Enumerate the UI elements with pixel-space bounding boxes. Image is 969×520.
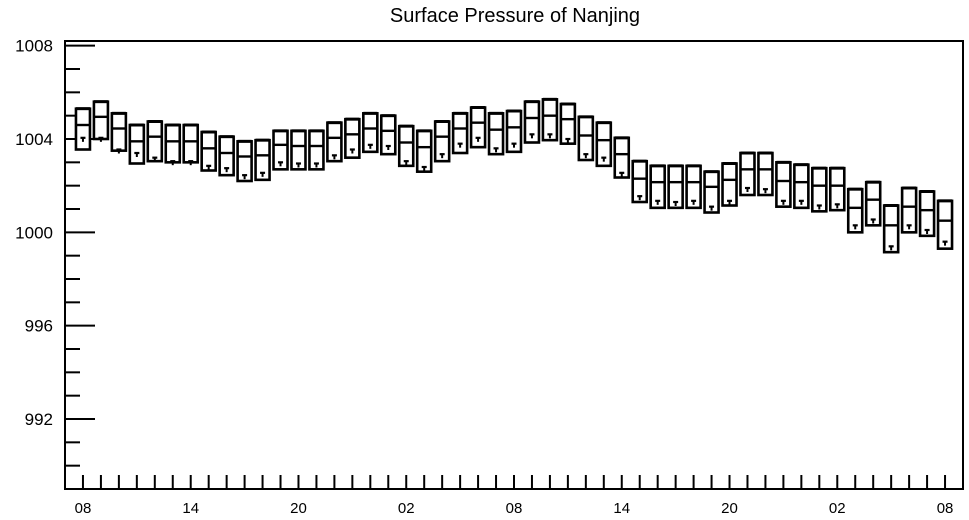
x-tick-label: 08 [506,500,523,517]
box-mark [775,160,792,208]
box-mark [128,123,146,165]
box-mark [379,114,397,156]
box-mark [344,117,361,159]
x-axis: 08 14 20 02 08 14 20 02 08 [75,475,954,517]
box-mark [523,100,541,144]
box-body [92,100,110,141]
y-tick-label: 1000 [15,223,53,242]
box-mark [182,123,200,166]
box-body [200,130,217,172]
box-mark [236,139,253,183]
box-mark [577,115,595,162]
box-mark [469,106,487,149]
box-mark [272,129,289,171]
x-tick-label: 02 [829,500,846,517]
box-mark [828,166,846,212]
box-mark [793,163,810,210]
plot-frame [64,40,964,490]
box-mark [541,97,559,142]
box-mark [397,124,415,168]
box-mark [613,136,631,179]
box-mark [362,111,379,154]
box-mark [146,120,164,163]
box-mark [864,180,882,227]
box-body [559,102,577,145]
box-body [882,204,900,254]
box-mark [811,166,828,213]
box-mark [164,123,182,166]
box-mark [415,129,433,173]
y-tick-label: 992 [25,410,53,429]
box-mark [110,111,128,154]
box-mark [936,199,954,250]
box-mark [900,186,918,234]
box-mark [433,120,451,163]
box-body [164,123,182,164]
box-body [146,120,164,163]
box-body [415,129,433,173]
box-mark [757,151,774,197]
box-mark [200,130,217,172]
box-series [74,97,954,254]
box-mark [667,164,684,210]
box-mark [92,100,110,142]
box-mark [703,170,720,214]
box-mark [218,135,235,177]
x-tick-label: 14 [182,500,199,517]
box-mark [721,162,738,207]
box-mark [74,107,92,151]
y-axis: 992 996 1000 1004 1008 [15,37,95,490]
box-body [74,107,92,151]
box-mark [326,121,343,163]
box-mark [595,121,613,168]
y-tick-label: 1004 [15,130,53,149]
y-tick-label: 1008 [15,37,53,56]
x-tick-label: 20 [290,500,307,517]
x-tick-label: 08 [937,500,954,517]
box-mark [290,129,307,171]
box-body [128,123,146,165]
box-body [182,123,200,164]
box-mark [451,111,469,155]
box-body [397,124,415,168]
chart-title: Surface Pressure of Nanjing [390,5,640,27]
y-tick-label: 996 [25,317,53,336]
box-body [613,136,631,179]
box-mark [505,109,523,154]
x-tick-label: 20 [721,500,738,517]
box-mark [685,164,702,210]
x-tick-label: 08 [75,500,92,517]
box-mark [739,151,756,197]
box-mark [882,204,900,254]
box-mark [254,138,271,182]
x-tick-label: 02 [398,500,415,517]
box-mark [308,129,325,171]
box-body [110,112,128,152]
box-mark [631,159,649,204]
x-tick-label: 14 [613,500,630,517]
box-body [721,162,738,207]
box-mark [649,164,666,210]
box-mark [846,187,864,234]
box-mark [918,190,936,238]
box-mark [559,102,577,145]
box-mark [487,111,505,156]
